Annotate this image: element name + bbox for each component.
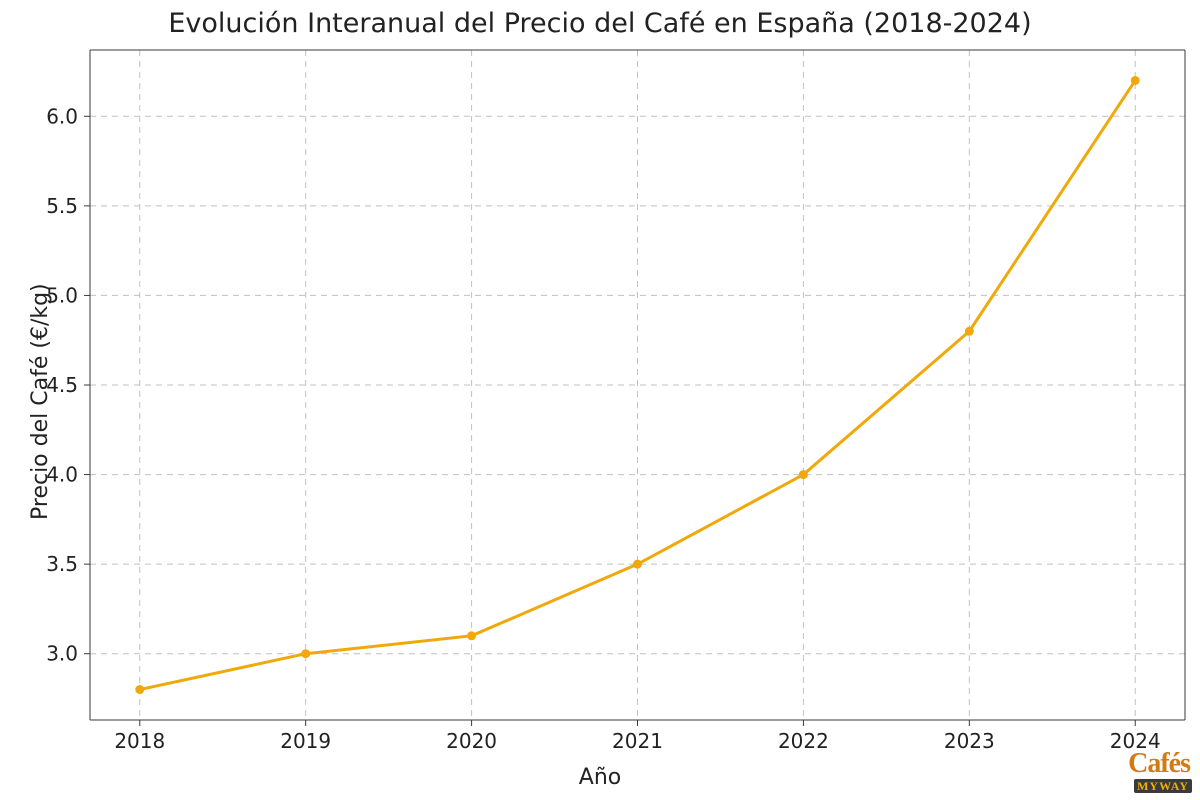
y-tick-label: 4.5 bbox=[46, 373, 78, 397]
x-tick-label: 2021 bbox=[612, 729, 663, 753]
data-point bbox=[634, 560, 642, 568]
watermark-text-bottom: MYWAY bbox=[1134, 779, 1192, 793]
data-point bbox=[965, 327, 973, 335]
watermark-logo: Cafés MYWAY bbox=[1128, 750, 1192, 794]
data-point bbox=[1131, 76, 1139, 84]
x-tick-label: 2018 bbox=[114, 729, 165, 753]
data-point bbox=[799, 471, 807, 479]
y-tick-label: 3.0 bbox=[46, 642, 78, 666]
y-tick-label: 5.5 bbox=[46, 194, 78, 218]
x-tick-label: 2022 bbox=[778, 729, 829, 753]
x-tick-label: 2020 bbox=[446, 729, 497, 753]
watermark-text-top: Cafés bbox=[1128, 748, 1190, 779]
y-tick-label: 3.5 bbox=[46, 552, 78, 576]
data-point bbox=[136, 686, 144, 694]
y-tick-label: 6.0 bbox=[46, 104, 78, 128]
chart-svg: 3.0 3.5 4.0 4.5 5.0 5.5 6.0 2018 2019 2020 2021 202… bbox=[0, 0, 1200, 800]
x-tick-label: 2023 bbox=[944, 729, 995, 753]
x-tick-label: 2019 bbox=[280, 729, 331, 753]
data-point bbox=[302, 650, 310, 658]
data-point bbox=[468, 632, 476, 640]
chart-container: Evolución Interanual del Precio del Café… bbox=[0, 0, 1200, 800]
y-tick-label: 4.0 bbox=[46, 463, 78, 487]
y-tick-label: 5.0 bbox=[46, 283, 78, 307]
